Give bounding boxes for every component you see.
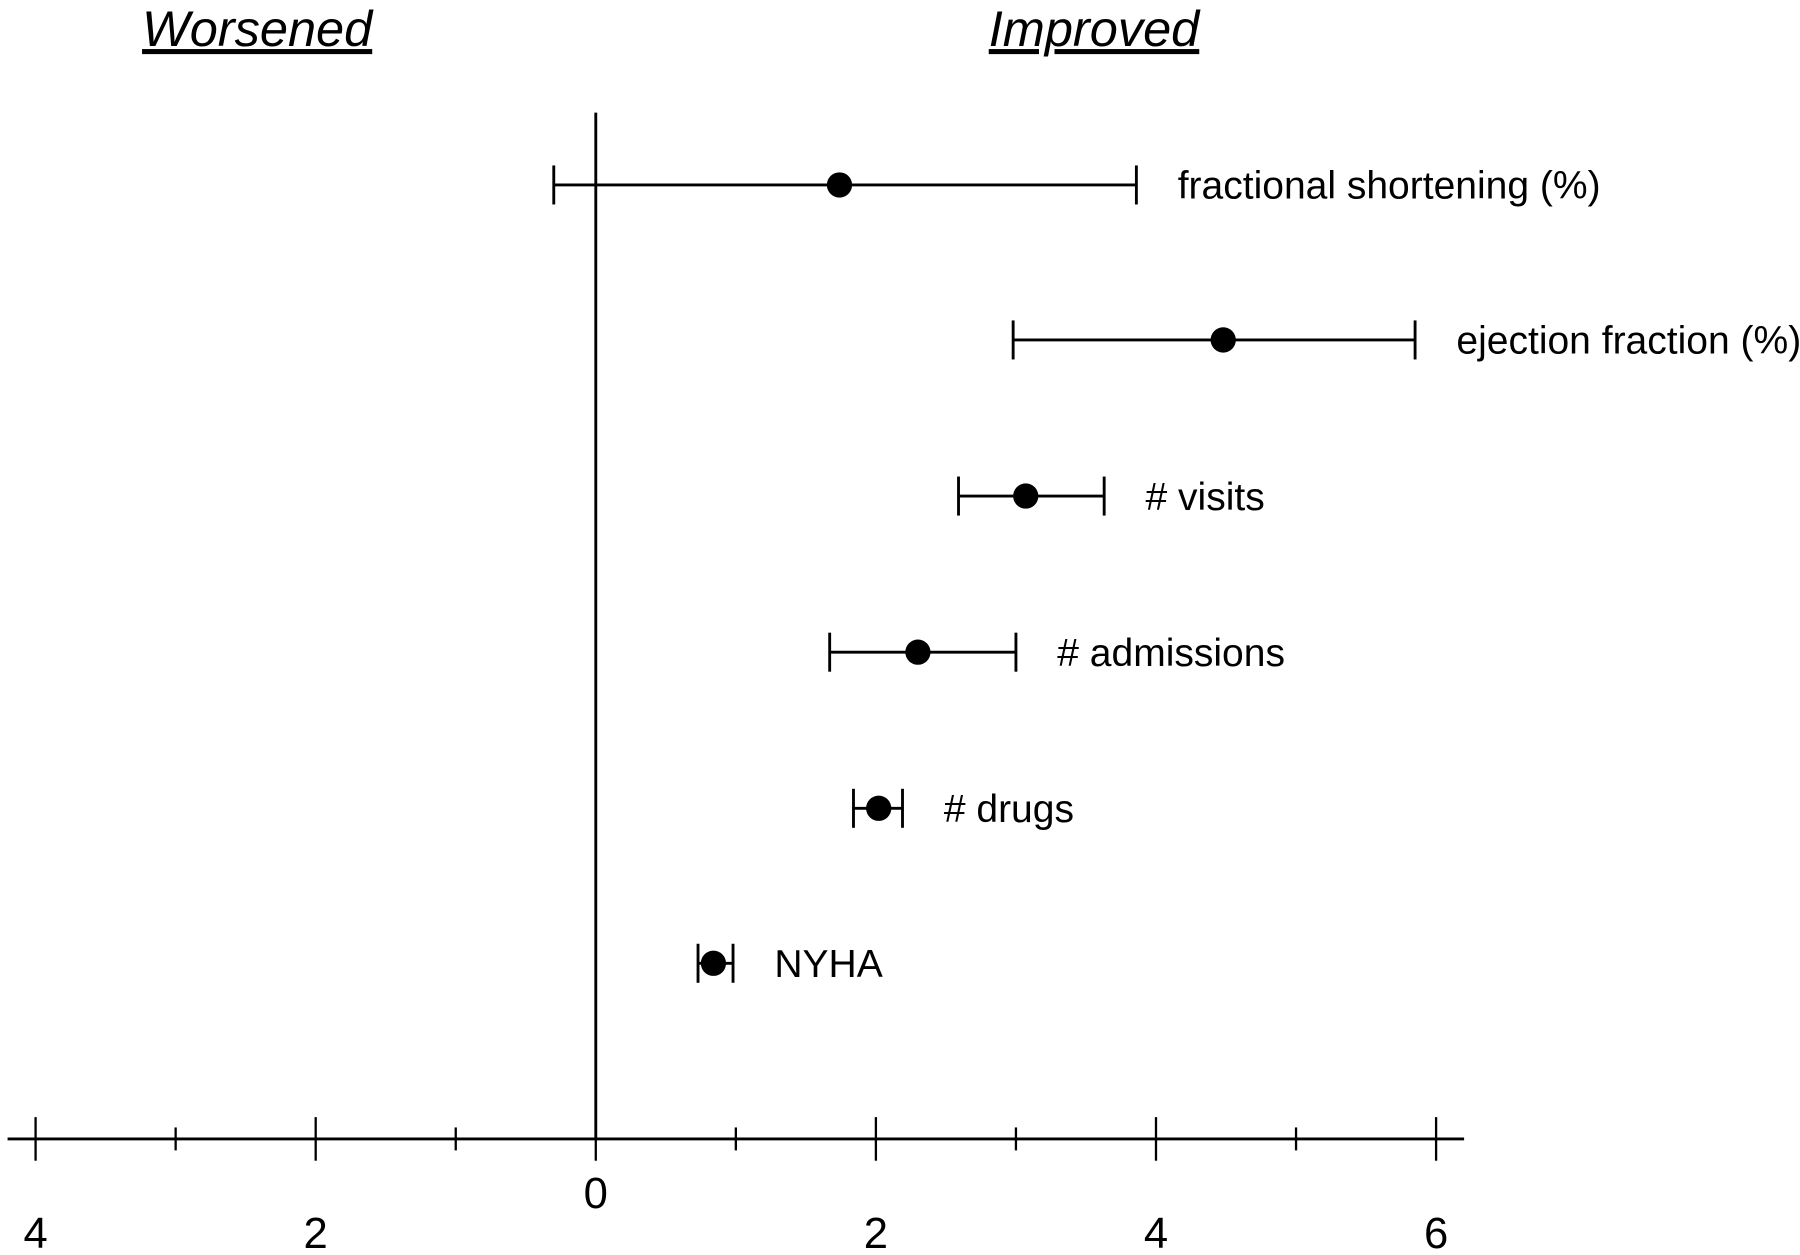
x-tick-label: 6 [1424, 1210, 1448, 1255]
point-estimate [1013, 483, 1039, 509]
row-label: # drugs [944, 788, 1074, 831]
x-tick-label: 4 [1144, 1210, 1168, 1255]
x-tick-label: 0 [584, 1170, 608, 1218]
header-worsened: Worsened [142, 0, 374, 57]
estimate-row: # drugs [852, 788, 1074, 831]
row-label: ejection fraction (%) [1456, 320, 1800, 363]
point-estimate [1210, 327, 1236, 353]
point-estimate [826, 172, 853, 198]
row-label: NYHA [774, 943, 882, 986]
x-axis: 4 2 0 2 4 6 [7, 1117, 1465, 1255]
point-estimate [700, 950, 727, 976]
x-tick-label: 4 [23, 1210, 47, 1255]
estimate-row: ejection fraction (%) [1011, 320, 1800, 363]
estimate-row: NYHA [696, 943, 883, 986]
point-estimate [905, 639, 931, 665]
estimates: fractional shortening (%) ejection fracti… [552, 165, 1800, 986]
point-estimate [866, 795, 892, 821]
x-tick-label: 2 [304, 1210, 328, 1255]
estimate-row: fractional shortening (%) [552, 165, 1601, 208]
row-label: # visits [1146, 476, 1265, 519]
x-tick-label: 2 [864, 1210, 888, 1255]
estimate-row: # visits [957, 476, 1265, 519]
row-label: # admissions [1057, 632, 1285, 675]
estimate-row: # admissions [828, 632, 1285, 675]
header-improved: Improved [989, 0, 1201, 57]
row-label: fractional shortening (%) [1178, 165, 1601, 208]
